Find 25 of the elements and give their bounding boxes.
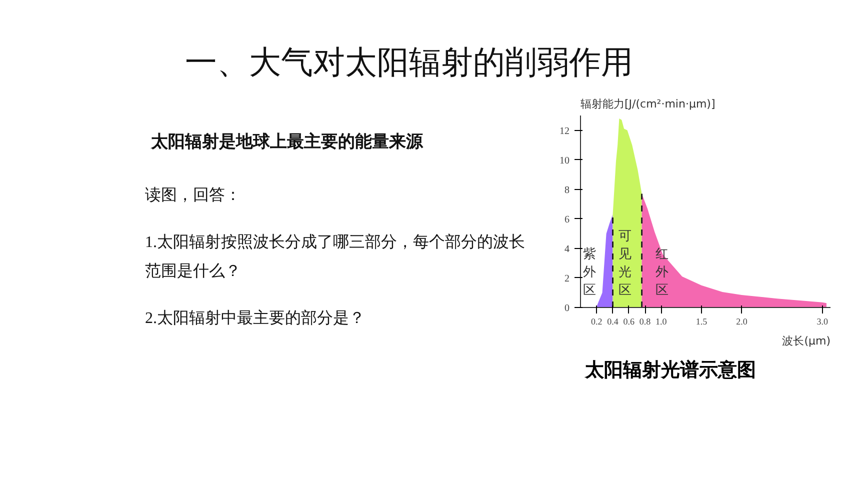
- x-tick-label: 0.4: [607, 316, 619, 326]
- y-tick-label: 0: [564, 303, 570, 314]
- text: 读图，回答：: [145, 186, 242, 206]
- x-tick-label: 1.0: [656, 316, 668, 326]
- y-tick-label: 2: [564, 273, 570, 284]
- y-tick-label: 10: [560, 155, 570, 166]
- x-tick-label: 2.0: [736, 316, 748, 326]
- x-tick-label: 1.5: [696, 316, 708, 326]
- y-tick-label: 6: [564, 214, 570, 226]
- text: 一、大气对太阳辐射的削弱作用: [185, 42, 633, 83]
- series-label: 可见光区: [618, 228, 632, 298]
- x-tick-label: 0.6: [623, 316, 636, 326]
- x-axis-title: 波长(μm): [782, 334, 830, 348]
- text: 太阳辐射是地球上最主要的能量来源: [151, 131, 424, 153]
- text: 太阳辐射光谱示意图: [585, 358, 756, 383]
- x-tick-label: 0.8: [639, 316, 652, 326]
- x-tick-label: 0.2: [591, 316, 602, 326]
- series-label: 紫外区: [582, 246, 596, 298]
- y-tick-label: 8: [564, 184, 570, 196]
- text: 1.太阳辐射按照波长分成了哪三部分，每个部分的波长范围是什么？: [145, 232, 525, 282]
- y-tick-label: 4: [564, 244, 570, 255]
- x-tick-label: 3.0: [816, 316, 829, 326]
- text: 2.太阳辐射中最主要的部分是？: [145, 308, 366, 329]
- y-tick-label: 12: [560, 126, 570, 137]
- y-axis-title: 辐射能力[J/(cm²·min·μm)]: [580, 98, 716, 110]
